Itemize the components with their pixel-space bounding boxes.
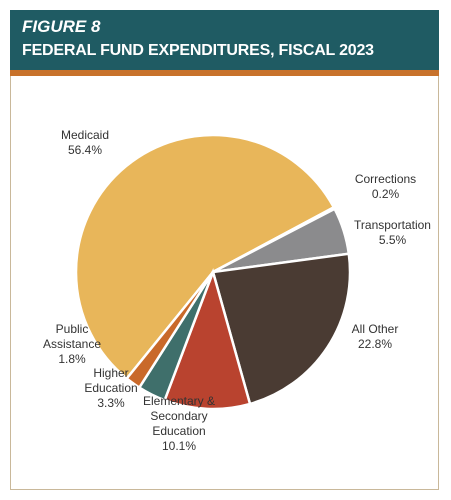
category-name: Elementary & Secondary Education [142,394,216,438]
pie-slice [74,133,336,381]
pie-slice [125,271,215,390]
pie-slice [211,252,352,406]
slice-label: Transportation 5.5% [350,218,435,248]
chart-title: FEDERAL FUND EXPENDITURES, FISCAL 2023 [22,42,374,59]
category-name: Higher Education [84,366,138,395]
header [10,10,439,70]
category-name: Public Assistance [42,322,102,351]
category-name: Corrections [354,172,417,186]
slice-label: Higher Education 3.3% [80,366,142,411]
figure-label: FIGURE 8 [22,17,101,36]
header-strip [10,70,439,76]
slice-label: Elementary & Secondary Education 10.1% [138,394,220,454]
value-label: 1.8% [58,352,86,366]
value-label: 5.5% [378,233,407,247]
value-label: 0.2% [371,187,400,201]
slice-label: Public Assistance 1.8% [38,322,106,367]
slice-label: All Other 22.8% [340,322,410,352]
category-name: Medicaid [60,128,110,142]
category-name: All Other [351,322,399,336]
slice-label: Medicaid 56.4% [45,128,125,158]
pie-slice [163,267,252,411]
slice-label: Corrections 0.2% [348,172,423,202]
value-label: 22.8% [357,337,393,351]
value-label: 3.3% [97,396,125,410]
category-name: Transportation [354,218,431,232]
value-label: 56.4% [67,143,103,157]
value-label: 10.1% [161,439,197,453]
